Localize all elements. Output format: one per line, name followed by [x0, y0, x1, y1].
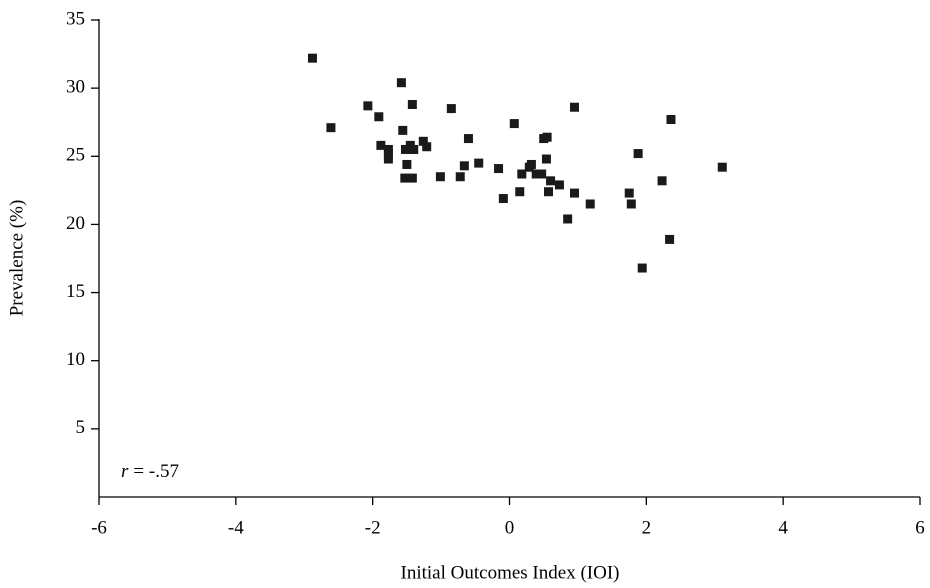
point: [585, 199, 595, 209]
point: [666, 114, 676, 124]
point: [624, 188, 634, 198]
x-tick-label: 2: [642, 517, 652, 538]
point: [515, 187, 525, 197]
point: [409, 144, 419, 154]
point: [383, 154, 393, 164]
point: [307, 53, 317, 63]
point: [407, 99, 417, 109]
point: [459, 161, 469, 171]
point: [455, 172, 465, 182]
x-axis-label: Initial Outcomes Index (IOI): [401, 562, 620, 583]
y-tick-label: 5: [76, 417, 86, 438]
point: [626, 199, 636, 209]
point: [401, 144, 411, 154]
point: [418, 136, 428, 146]
point: [526, 159, 536, 169]
point: [554, 180, 564, 190]
x-tick-label: -6: [91, 517, 107, 538]
point: [531, 169, 541, 179]
point: [633, 149, 643, 159]
x-tick-label: -2: [365, 517, 381, 538]
point: [542, 132, 552, 142]
point: [398, 125, 408, 135]
point: [376, 140, 386, 150]
point: [494, 164, 504, 174]
point: [657, 176, 667, 186]
point: [400, 173, 410, 183]
point: [474, 158, 484, 168]
point: [446, 104, 456, 114]
point: [402, 159, 412, 169]
y-tick-label: 20: [66, 213, 85, 234]
point: [463, 134, 473, 144]
x-tick-label: 0: [505, 517, 515, 538]
point: [537, 169, 547, 179]
annotation-text: = -.57: [133, 461, 179, 482]
point: [541, 154, 551, 164]
y-tick-label: 30: [66, 77, 85, 98]
y-axis-label: Prevalence (%): [6, 200, 27, 317]
x-tick-label: 4: [778, 517, 788, 538]
y-tick-label: 25: [66, 145, 85, 166]
point: [422, 142, 432, 152]
point: [498, 194, 508, 204]
point: [396, 78, 406, 88]
point: [569, 188, 579, 198]
y-tick-label: 15: [66, 281, 85, 302]
point: [407, 173, 417, 183]
point: [665, 234, 675, 244]
point: [546, 176, 556, 186]
point: [363, 101, 373, 111]
x-tick-label: 6: [915, 517, 925, 538]
point: [326, 123, 336, 133]
point: [517, 169, 527, 179]
point: [374, 112, 384, 122]
point: [509, 119, 519, 129]
point: [717, 162, 727, 172]
point: [435, 172, 445, 182]
annotation-symbol: r: [121, 461, 129, 482]
x-tick-label: -4: [228, 517, 244, 538]
y-tick-label: 10: [66, 349, 85, 370]
point: [563, 214, 573, 224]
point: [637, 263, 647, 273]
point: [383, 149, 393, 159]
point: [569, 102, 579, 112]
y-tick-label: 35: [66, 8, 85, 29]
point: [543, 187, 553, 197]
annotation: r = -.57: [121, 461, 179, 482]
